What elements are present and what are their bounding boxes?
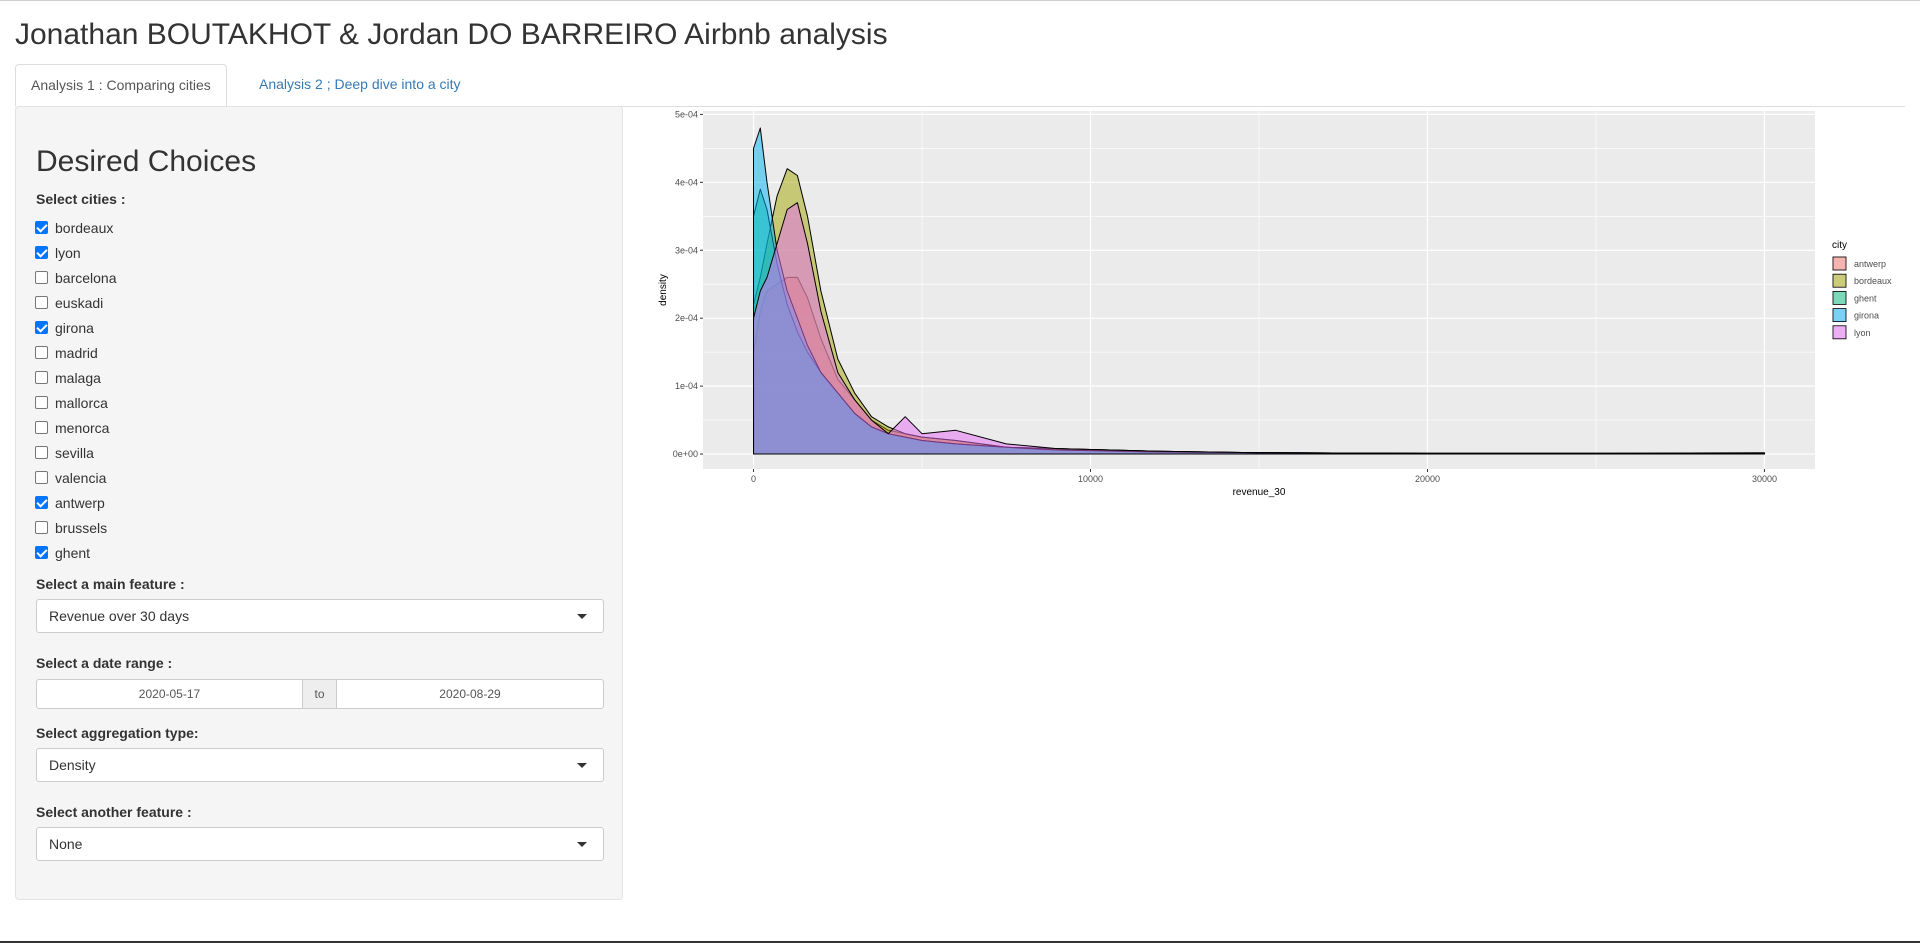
city-option-label: euskadi <box>55 294 104 311</box>
city-option-label: menorca <box>55 419 110 436</box>
y-tick-label: 5e-04 <box>675 109 698 119</box>
x-tick-label: 10000 <box>1078 474 1103 484</box>
y-tick-label: 3e-04 <box>675 245 698 255</box>
x-tick-label: 30000 <box>1752 474 1777 484</box>
page-title: Jonathan BOUTAKHOT & Jordan DO BARREIRO … <box>15 18 888 51</box>
checkbox[interactable] <box>35 546 48 559</box>
city-option-bordeaux[interactable]: bordeaux <box>35 215 117 240</box>
x-tick-label: 20000 <box>1415 474 1440 484</box>
cities-checkbox-group: bordeaux lyon barcelona euskadi girona m… <box>35 215 117 565</box>
legend-label: girona <box>1854 311 1879 321</box>
checkbox[interactable] <box>35 421 48 434</box>
date-end-input[interactable]: 2020-08-29 <box>336 679 604 709</box>
legend-key-antwerp <box>1832 256 1847 271</box>
caret-down-icon <box>577 842 587 847</box>
checkbox[interactable] <box>35 296 48 309</box>
caret-down-icon <box>577 614 587 619</box>
checkbox[interactable] <box>35 246 48 259</box>
caret-down-icon <box>577 763 587 768</box>
legend-key-bordeaux <box>1832 273 1847 288</box>
date-range-separator: to <box>303 679 336 709</box>
checkbox[interactable] <box>35 346 48 359</box>
legend-title: city <box>1832 240 1847 251</box>
city-option-brussels[interactable]: brussels <box>35 515 117 540</box>
checkbox[interactable] <box>35 521 48 534</box>
city-option-label: girona <box>55 319 94 336</box>
city-option-label: valencia <box>55 469 107 486</box>
city-option-label: madrid <box>55 344 98 361</box>
main-feature-label: Select a main feature : <box>36 576 185 592</box>
x-tick-label: 0 <box>751 474 756 484</box>
legend-label: ghent <box>1854 293 1877 303</box>
city-option-label: ghent <box>55 544 91 561</box>
tab-bar: Analysis 1 : Comparing cities Analysis 2… <box>15 64 1905 107</box>
city-option-label: brussels <box>55 519 108 536</box>
another-feature-label: Select another feature : <box>36 804 192 820</box>
legend-label: lyon <box>1854 328 1871 338</box>
cities-label: Select cities : <box>36 191 126 207</box>
y-tick-label: 4e-04 <box>675 177 698 187</box>
another-feature-select[interactable]: None <box>36 827 604 861</box>
checkbox[interactable] <box>35 471 48 484</box>
legend-key-lyon <box>1832 325 1847 340</box>
city-option-label: sevilla <box>55 444 94 461</box>
legend-key-ghent <box>1832 290 1847 305</box>
y-tick-label: 1e-04 <box>675 381 698 391</box>
aggregation-label: Select aggregation type: <box>36 725 199 741</box>
legend-key-girona <box>1832 308 1847 323</box>
city-option-madrid[interactable]: madrid <box>35 340 117 365</box>
density-chart: 0e+00 1e-04 2e-04 3e-04 4e-04 5e-04 0 10000 2000… <box>655 106 1920 506</box>
city-option-menorca[interactable]: menorca <box>35 415 117 440</box>
y-tick-label: 2e-04 <box>675 313 698 323</box>
city-option-label: mallorca <box>55 394 108 411</box>
sidebar-panel: Desired Choices Select cities : bordeaux… <box>15 106 623 900</box>
sidebar-title: Desired Choices <box>36 145 257 178</box>
density-chart-svg: 0e+00 1e-04 2e-04 3e-04 4e-04 5e-04 0 10000 2000… <box>658 109 1892 498</box>
city-option-antwerp[interactable]: antwerp <box>35 490 117 515</box>
city-option-euskadi[interactable]: euskadi <box>35 290 117 315</box>
checkbox[interactable] <box>35 371 48 384</box>
city-option-valencia[interactable]: valencia <box>35 465 117 490</box>
main-feature-value: Revenue over 30 days <box>49 608 190 624</box>
main-feature-select[interactable]: Revenue over 30 days <box>36 599 604 633</box>
checkbox[interactable] <box>35 446 48 459</box>
city-option-girona[interactable]: girona <box>35 315 117 340</box>
date-start-input[interactable]: 2020-05-17 <box>36 679 303 709</box>
city-option-sevilla[interactable]: sevilla <box>35 440 117 465</box>
city-option-ghent[interactable]: ghent <box>35 540 117 565</box>
checkbox[interactable] <box>35 496 48 509</box>
legend-label: bordeaux <box>1854 276 1892 286</box>
city-option-label: bordeaux <box>55 219 114 236</box>
checkbox[interactable] <box>35 396 48 409</box>
tab-analysis-1[interactable]: Analysis 1 : Comparing cities <box>15 64 227 107</box>
city-option-lyon[interactable]: lyon <box>35 240 117 265</box>
city-option-label: antwerp <box>55 494 105 511</box>
checkbox[interactable] <box>35 321 48 334</box>
city-option-label: barcelona <box>55 269 117 286</box>
city-option-label: lyon <box>55 244 81 261</box>
checkbox[interactable] <box>35 271 48 284</box>
checkbox[interactable] <box>35 221 48 234</box>
legend-label: antwerp <box>1854 259 1886 269</box>
aggregation-value: Density <box>49 757 96 773</box>
city-option-barcelona[interactable]: barcelona <box>35 265 117 290</box>
y-tick-label: 0e+00 <box>673 449 698 459</box>
city-option-mallorca[interactable]: mallorca <box>35 390 117 415</box>
y-axis-title: density <box>658 274 669 306</box>
city-option-malaga[interactable]: malaga <box>35 365 117 390</box>
another-feature-value: None <box>49 836 83 852</box>
top-border <box>0 0 1920 1</box>
density-area-lyon <box>753 202 1765 455</box>
x-axis-title: revenue_30 <box>1233 487 1286 498</box>
date-range-label: Select a date range : <box>36 655 173 671</box>
bottom-border <box>0 941 1920 943</box>
date-range-input: 2020-05-17 to 2020-08-29 <box>36 679 604 709</box>
aggregation-select[interactable]: Density <box>36 748 604 782</box>
city-option-label: malaga <box>55 369 101 386</box>
tab-analysis-2[interactable]: Analysis 2 ; Deep dive into a city <box>259 76 461 92</box>
